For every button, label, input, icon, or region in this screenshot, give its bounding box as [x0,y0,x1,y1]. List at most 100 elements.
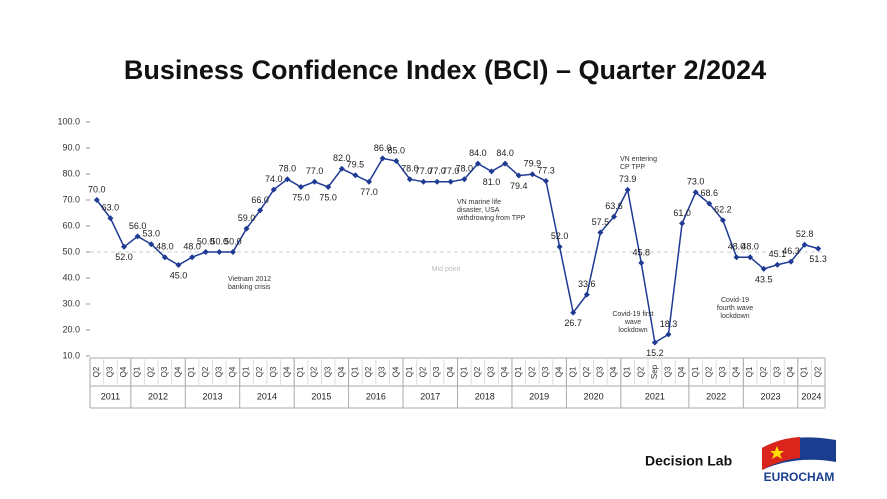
y-tick-label: 50.0 [62,246,80,256]
data-label: 79.9 [524,159,542,169]
point [624,186,631,193]
x-tick-label: Q3 [772,366,781,377]
x-tick-label: Q1 [459,366,468,377]
x-tick-label: Q1 [745,366,754,377]
annotation: Vietnam 2012 banking crisis [228,276,272,291]
data-label: 78.0 [456,164,474,174]
x-tick-label: Q1 [623,366,632,377]
data-label: 73.0 [687,177,705,187]
x-tick-label: Q1 [187,366,196,377]
x-tick-label: Q4 [786,366,795,377]
y-tick-label: 80.0 [62,168,80,178]
data-label: 78.0 [279,164,297,174]
year-label: 2020 [584,391,604,401]
data-label: 77.3 [537,165,555,175]
x-tick-label: Q3 [664,366,673,377]
point [366,178,373,185]
point [570,309,577,316]
annotation: Covid-19 first wave lockdown [612,311,654,334]
x-tick-label: Q4 [500,366,509,377]
x-tick-label: Q1 [568,366,577,377]
point [787,258,794,265]
point [229,249,236,255]
point [801,241,808,248]
data-label: 50.0 [224,236,242,246]
point [760,265,767,272]
x-tick-label: Q4 [228,366,237,377]
data-label: 63.6 [605,201,623,211]
point [747,254,754,261]
point [502,160,509,167]
year-label: 2017 [420,391,440,401]
data-label: 74.0 [265,174,283,184]
logo-eurocham: EUROCHAM [764,470,835,484]
data-label: 56.0 [129,221,147,231]
y-tick-label: 90.0 [62,142,80,152]
data-label: 45.1 [769,249,787,259]
x-tick-label: Q4 [337,366,346,377]
point [284,176,291,183]
data-label: 57.5 [592,217,610,227]
data-label: 52.0 [551,231,569,241]
year-label: 2016 [366,391,386,401]
data-label: 18.3 [660,319,678,329]
point [243,225,250,232]
x-tick-label: Q2 [310,366,319,377]
point [270,186,277,193]
point [325,184,332,190]
logo-decision-lab: Decision Lab [645,453,732,469]
x-tick-label: Q3 [378,366,387,377]
point [488,168,495,175]
data-label: 48.0 [183,242,201,252]
point [93,197,100,203]
x-tick-label: Q2 [146,366,155,377]
data-label: 61.0 [673,208,691,218]
data-label: 84.0 [469,148,487,158]
y-tick-label: 10.0 [62,350,80,360]
data-label: 77.0 [306,166,324,176]
x-tick-label: Q3 [160,366,169,377]
data-label: 75.0 [319,192,337,202]
data-label: 33.6 [578,279,596,289]
year-label: 2021 [645,391,665,401]
data-label: 45.8 [632,247,650,257]
x-tick-label: Q2 [92,366,101,377]
y-tick-label: 20.0 [62,324,80,334]
data-label: 82.0 [333,153,351,163]
point [733,254,740,261]
point [297,184,304,190]
data-label: 46.3 [782,246,800,256]
data-label: 51.3 [809,254,827,264]
x-tick-label: Q4 [119,366,128,377]
point [815,245,822,252]
annotation: Covid-19 fourth wave lockdown [716,297,754,320]
data-label: 15.2 [646,348,664,358]
data-label: 52.8 [796,229,814,239]
data-label: 63.0 [102,203,120,213]
year-label: 2012 [148,391,168,401]
x-tick-label: Q3 [432,366,441,377]
data-label: 68.6 [701,188,719,198]
data-label: 79.4 [510,181,528,191]
data-label: 43.5 [755,274,773,284]
data-label: 62.2 [714,205,732,215]
data-label: 77.0 [442,166,460,176]
x-tick-label: Q1 [405,366,414,377]
x-tick-label: Q4 [282,366,291,377]
data-label: 75.0 [292,192,310,202]
point [692,189,699,196]
data-label: 77.0 [360,187,378,197]
x-tick-label: Q2 [813,366,822,377]
data-label: 84.0 [496,148,514,158]
x-tick-label: Q2 [527,366,536,377]
point [706,200,713,207]
point [379,155,386,162]
point [597,229,604,236]
x-tick-label: Q4 [677,366,686,377]
x-tick-label: Sep [650,364,659,379]
year-label: 2019 [529,391,549,401]
data-label: 85.0 [387,145,405,155]
point [189,254,196,261]
point [216,249,223,255]
